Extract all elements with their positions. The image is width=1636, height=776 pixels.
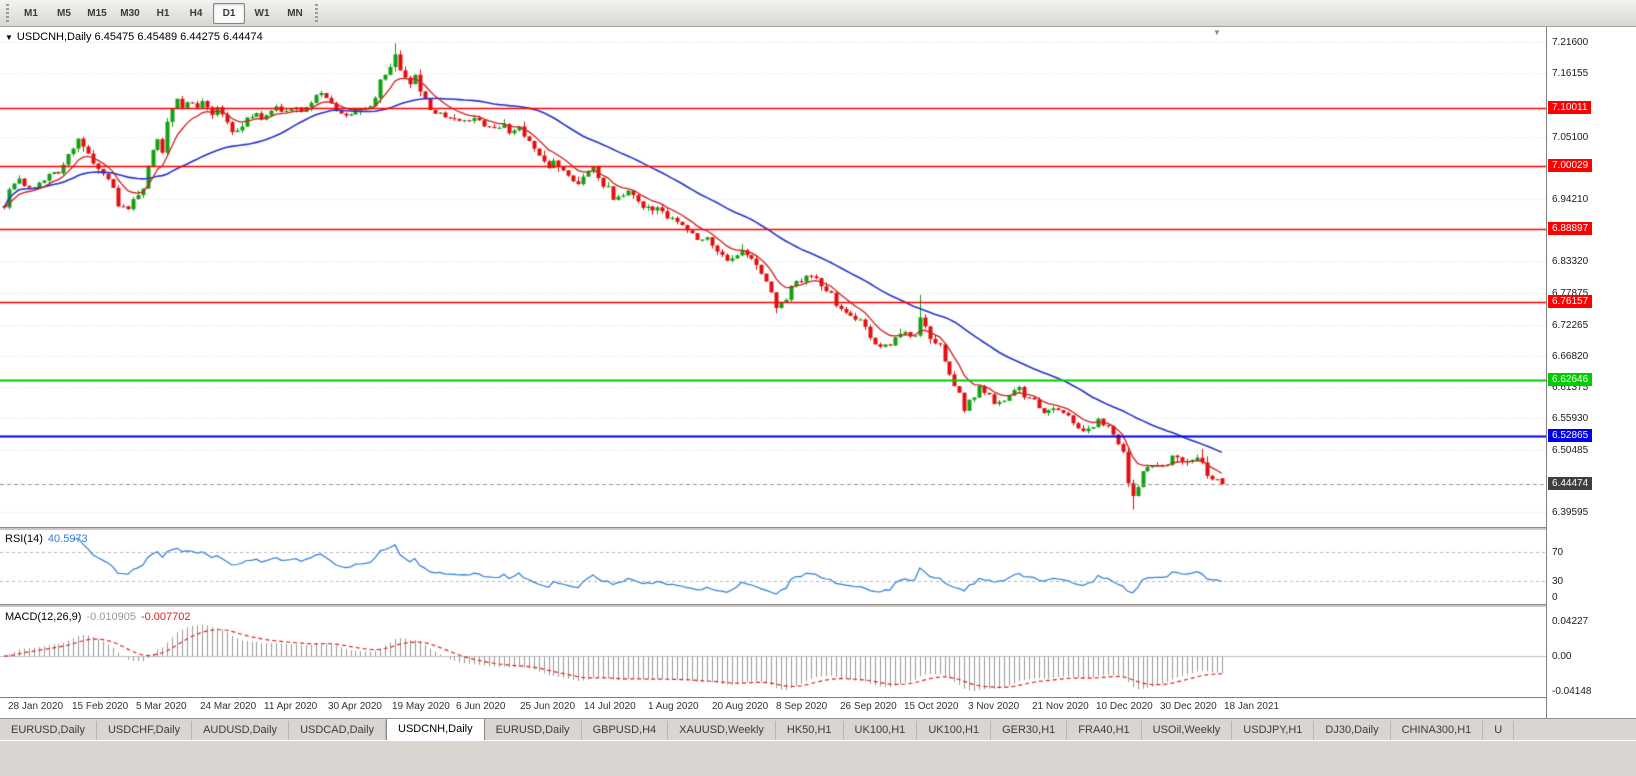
price-axis-label: 6.55930 <box>1552 413 1589 425</box>
date-axis-label: 11 Apr 2020 <box>264 701 318 712</box>
chart-tab-usdcad-daily[interactable]: USDCAD,Daily <box>289 721 387 740</box>
date-axis-label: 18 Jan 2021 <box>1224 701 1280 712</box>
timeframe-toolbar: M1 M5 M15 M30 H1 H4 D1 W1 MN <box>0 0 1636 27</box>
price-line-badge: 6.62646 <box>1548 372 1593 386</box>
price-axis-label: 6.61375 <box>1552 382 1589 394</box>
price-line-badge: 6.88897 <box>1548 222 1593 236</box>
chart-region: ▼ USDCNH,Daily 6.45475 6.45489 6.44275 6.… <box>0 27 1636 718</box>
date-axis-label: 26 Sep 2020 <box>840 701 897 712</box>
macd-axis-label: 0.00 <box>1552 651 1572 663</box>
chart-tab-fra40-h1[interactable]: FRA40,H1 <box>1067 721 1142 740</box>
chart-tab-usdjpy-h1[interactable]: USDJPY,H1 <box>1232 721 1315 740</box>
price-axis[interactable]: 7.21600 7.16155 7.05100 6.94210 6.83320 6.778… <box>1546 27 1636 718</box>
rsi-axis-label: 0 <box>1552 592 1558 603</box>
status-bar <box>0 740 1636 776</box>
date-axis-label: 21 Nov 2020 <box>1032 701 1089 712</box>
price-chart-canvas[interactable] <box>0 27 1546 718</box>
timeframe-button-d1[interactable]: D1 <box>213 2 245 24</box>
chart-tab-gbpusd-h4[interactable]: GBPUSD,H4 <box>582 721 669 740</box>
date-axis-label: 28 Jan 2020 <box>8 701 64 712</box>
macd-indicator-label: MACD(12,26,9) -0.010905 -0.007702 <box>5 611 191 623</box>
chart-tab-hk50-h1[interactable]: HK50,H1 <box>776 721 844 740</box>
chart-tab-u[interactable]: U <box>1483 721 1515 740</box>
timeframe-button-h1[interactable]: H1 <box>156 7 170 19</box>
chart-tab-eurusd-daily[interactable]: EURUSD,Daily <box>0 721 97 740</box>
date-axis-label: 14 Jul 2020 <box>584 701 636 712</box>
price-axis-label: 7.05100 <box>1552 131 1589 143</box>
date-axis-label: 3 Nov 2020 <box>968 701 1020 712</box>
chart-tab-uk100-h1[interactable]: UK100,H1 <box>917 721 992 740</box>
chart-tab-xauusd-weekly[interactable]: XAUUSD,Weekly <box>668 721 776 740</box>
rsi-value: 40.5973 <box>47 533 88 545</box>
current-price-badge: 6.44474 <box>1548 477 1593 491</box>
toolbar-grip-icon[interactable] <box>6 4 9 22</box>
chart-tab-ger30-h1[interactable]: GER30,H1 <box>991 721 1068 740</box>
price-line-badge: 7.10011 <box>1548 101 1592 115</box>
macd-value-signal: -0.007702 <box>140 611 191 623</box>
timeframe-button-m30[interactable]: M30 <box>120 7 140 19</box>
timeframe-buttons-group: M1 M5 M15 M30 H1 H4 D1 W1 MN <box>15 2 311 24</box>
price-axis-label: 7.16155 <box>1552 68 1589 80</box>
time-axis-border <box>0 697 1636 698</box>
rsi-axis-label: 30 <box>1552 576 1564 588</box>
time-axis[interactable]: 28 Jan 2020 15 Feb 2020 5 Mar 2020 24 Mar 2… <box>0 698 1546 718</box>
price-axis-label: 6.77875 <box>1552 287 1589 299</box>
chart-title-overlay: ▼ USDCNH,Daily 6.45475 6.45489 6.44275 6.… <box>5 31 263 43</box>
price-axis-label: 6.94210 <box>1552 193 1589 205</box>
chart-tab-eurusd-daily[interactable]: EURUSD,Daily <box>485 721 582 740</box>
timeframe-button-m15[interactable]: M15 <box>87 7 107 19</box>
chart-tab-audusd-daily[interactable]: AUDUSD,Daily <box>192 721 290 740</box>
macd-axis-label: -0.04148 <box>1552 685 1592 697</box>
timeframe-button-h4[interactable]: H4 <box>189 7 203 19</box>
chart-tab-dj30-daily[interactable]: DJ30,Daily <box>1314 721 1391 740</box>
price-axis-label: 6.39595 <box>1552 507 1589 518</box>
chart-tab-uk100-h1[interactable]: UK100,H1 <box>844 721 918 740</box>
timeframe-button-m1[interactable]: M1 <box>24 7 38 19</box>
price-axis-label: 6.83320 <box>1552 256 1589 268</box>
rsi-indicator-label: RSI(14) 40.5973 <box>5 533 88 545</box>
timeframe-button-w1[interactable]: W1 <box>254 7 270 19</box>
date-axis-label: 25 Jun 2020 <box>520 701 576 712</box>
chart-tabs-bar: EURUSD,Daily USDCHF,Daily AUDUSD,Daily USDC… <box>0 718 1636 740</box>
date-axis-label: 8 Sep 2020 <box>776 701 828 712</box>
price-line-badge: 7.00029 <box>1548 158 1593 172</box>
date-axis-label: 30 Dec 2020 <box>1160 701 1217 712</box>
date-axis-label: 20 Aug 2020 <box>712 701 769 712</box>
chart-tab-usdcnh-daily[interactable]: USDCNH,Daily <box>386 719 485 740</box>
price-axis-label: 6.66820 <box>1552 350 1589 362</box>
chart-tab-usdchf-daily[interactable]: USDCHF,Daily <box>97 721 193 740</box>
price-axis-label: 6.72265 <box>1552 319 1589 331</box>
date-axis-label: 24 Mar 2020 <box>200 701 257 712</box>
date-axis-label: 1 Aug 2020 <box>648 701 699 712</box>
timeframe-button-m5[interactable]: M5 <box>57 7 71 19</box>
chart-symbol-ohlc: USDCNH,Daily 6.45475 6.45489 6.44275 6.4… <box>16 31 263 43</box>
chart-tab-china300-h1[interactable]: CHINA300,H1 <box>1391 721 1484 740</box>
timeframe-button-mn[interactable]: MN <box>287 7 303 19</box>
rsi-axis-label: 70 <box>1552 546 1564 558</box>
panel-splitter-macd[interactable] <box>0 604 1636 607</box>
chart-tab-usoil-weekly[interactable]: USOil,Weekly <box>1142 721 1233 740</box>
date-axis-label: 6 Jun 2020 <box>456 701 506 712</box>
date-axis-label: 10 Dec 2020 <box>1096 701 1153 712</box>
rsi-title: RSI(14) <box>5 533 43 545</box>
price-line-badge: 6.52865 <box>1548 428 1593 442</box>
date-axis-label: 19 May 2020 <box>392 701 450 712</box>
date-axis-label: 5 Mar 2020 <box>136 701 187 712</box>
macd-title: MACD(12,26,9) <box>5 611 82 623</box>
panel-splitter-rsi[interactable] <box>0 527 1636 530</box>
date-axis-label: 15 Feb 2020 <box>72 701 129 712</box>
collapse-triangle-icon[interactable]: ▼ <box>5 33 13 42</box>
price-axis-label: 7.21600 <box>1552 37 1589 49</box>
date-axis-label: 30 Apr 2020 <box>328 701 382 712</box>
price-axis-label: 6.50485 <box>1552 444 1589 456</box>
macd-value-main: -0.010905 <box>86 611 136 623</box>
price-line-badge: 6.76157 <box>1548 295 1593 309</box>
chart-shift-marker-icon[interactable]: ▼ <box>1213 28 1221 37</box>
toolbar-grip-icon-2[interactable] <box>315 4 318 22</box>
date-axis-label: 15 Oct 2020 <box>904 701 959 712</box>
macd-axis-label: 0.04227 <box>1552 616 1589 628</box>
